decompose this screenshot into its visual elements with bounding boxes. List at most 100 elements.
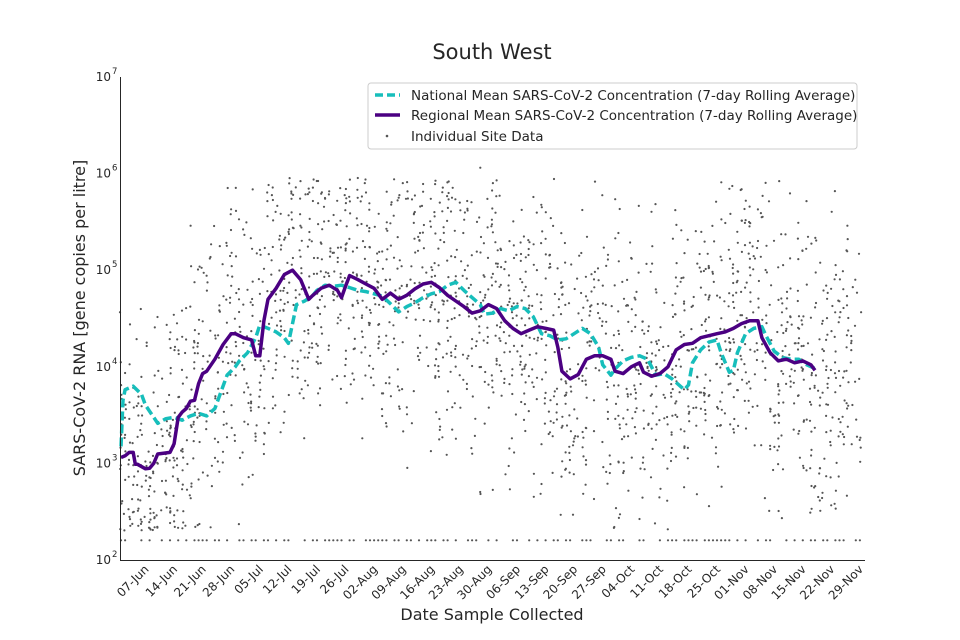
site-point (720, 539, 723, 542)
site-point (160, 428, 163, 431)
site-point (262, 347, 265, 350)
site-point (789, 315, 792, 318)
site-point (467, 315, 470, 318)
site-point (169, 331, 172, 334)
site-point (596, 302, 599, 306)
site-point (714, 446, 718, 449)
site-point (727, 305, 730, 308)
site-point (368, 226, 371, 230)
site-point (780, 517, 784, 520)
site-point (132, 483, 135, 486)
site-point (617, 260, 620, 263)
site-point (462, 231, 465, 235)
site-point (765, 314, 768, 317)
site-point (519, 252, 523, 256)
site-point (642, 456, 645, 459)
site-point (149, 512, 152, 515)
site-point (577, 363, 580, 366)
site-point (577, 377, 581, 380)
site-point (152, 470, 155, 473)
site-point (355, 217, 358, 220)
site-point (609, 463, 612, 466)
site-point (360, 330, 363, 333)
site-point (420, 204, 424, 207)
site-point (543, 402, 546, 405)
site-point (694, 230, 697, 233)
site-point (382, 305, 385, 308)
site-point (242, 228, 245, 231)
site-point (549, 266, 552, 269)
site-point (643, 468, 646, 471)
site-point (302, 341, 305, 344)
site-point (344, 247, 347, 250)
site-point (390, 203, 393, 206)
site-point (198, 265, 201, 268)
site-point (461, 274, 464, 277)
site-point (185, 338, 188, 341)
site-point (834, 376, 838, 379)
site-point (249, 393, 252, 396)
site-point (310, 240, 313, 243)
site-point (622, 297, 626, 300)
site-point (482, 299, 485, 302)
site-point (712, 280, 715, 283)
site-point (441, 210, 444, 213)
site-point (450, 255, 453, 258)
site-point (492, 391, 495, 394)
site-point (720, 485, 723, 488)
site-point (406, 310, 410, 313)
site-point (361, 397, 364, 400)
site-point (318, 312, 322, 316)
site-point (480, 314, 483, 318)
x-tick-label: 19-Jul (289, 562, 323, 596)
site-point (348, 237, 351, 240)
site-point (275, 311, 278, 314)
site-point (496, 265, 499, 268)
site-point (320, 258, 323, 261)
site-point (523, 403, 527, 406)
site-point (601, 320, 604, 323)
site-point (494, 211, 497, 214)
site-point (521, 368, 524, 371)
site-point (329, 250, 332, 253)
site-point (561, 285, 564, 288)
site-point (245, 382, 248, 385)
site-point (508, 350, 511, 353)
site-point (806, 342, 810, 345)
site-point (249, 406, 252, 409)
site-point (437, 318, 440, 321)
site-point (808, 419, 812, 422)
site-point (416, 249, 420, 252)
site-point (580, 251, 583, 255)
site-point (169, 507, 172, 510)
site-point (454, 198, 457, 201)
site-point (823, 457, 826, 460)
site-point (544, 391, 547, 394)
site-point (743, 363, 746, 366)
site-point (552, 314, 555, 317)
site-point (593, 180, 597, 183)
site-point (679, 330, 682, 333)
site-point (796, 348, 800, 351)
site-point (568, 458, 572, 462)
site-point (435, 411, 438, 414)
site-point (761, 194, 764, 197)
site-point (352, 378, 356, 381)
site-point (589, 539, 592, 542)
site-point (499, 339, 502, 342)
site-point (479, 291, 482, 294)
site-point (287, 230, 290, 233)
site-point (801, 369, 804, 372)
site-point (123, 436, 126, 439)
site-point (351, 304, 354, 307)
y-tick-label: 10 (96, 360, 111, 374)
site-point (810, 371, 814, 375)
site-point (152, 511, 155, 514)
site-point (446, 339, 450, 342)
site-point (156, 315, 159, 319)
site-point (724, 340, 727, 343)
site-point (658, 496, 661, 499)
site-point (385, 350, 388, 353)
site-point (168, 338, 171, 341)
site-point (356, 176, 359, 180)
